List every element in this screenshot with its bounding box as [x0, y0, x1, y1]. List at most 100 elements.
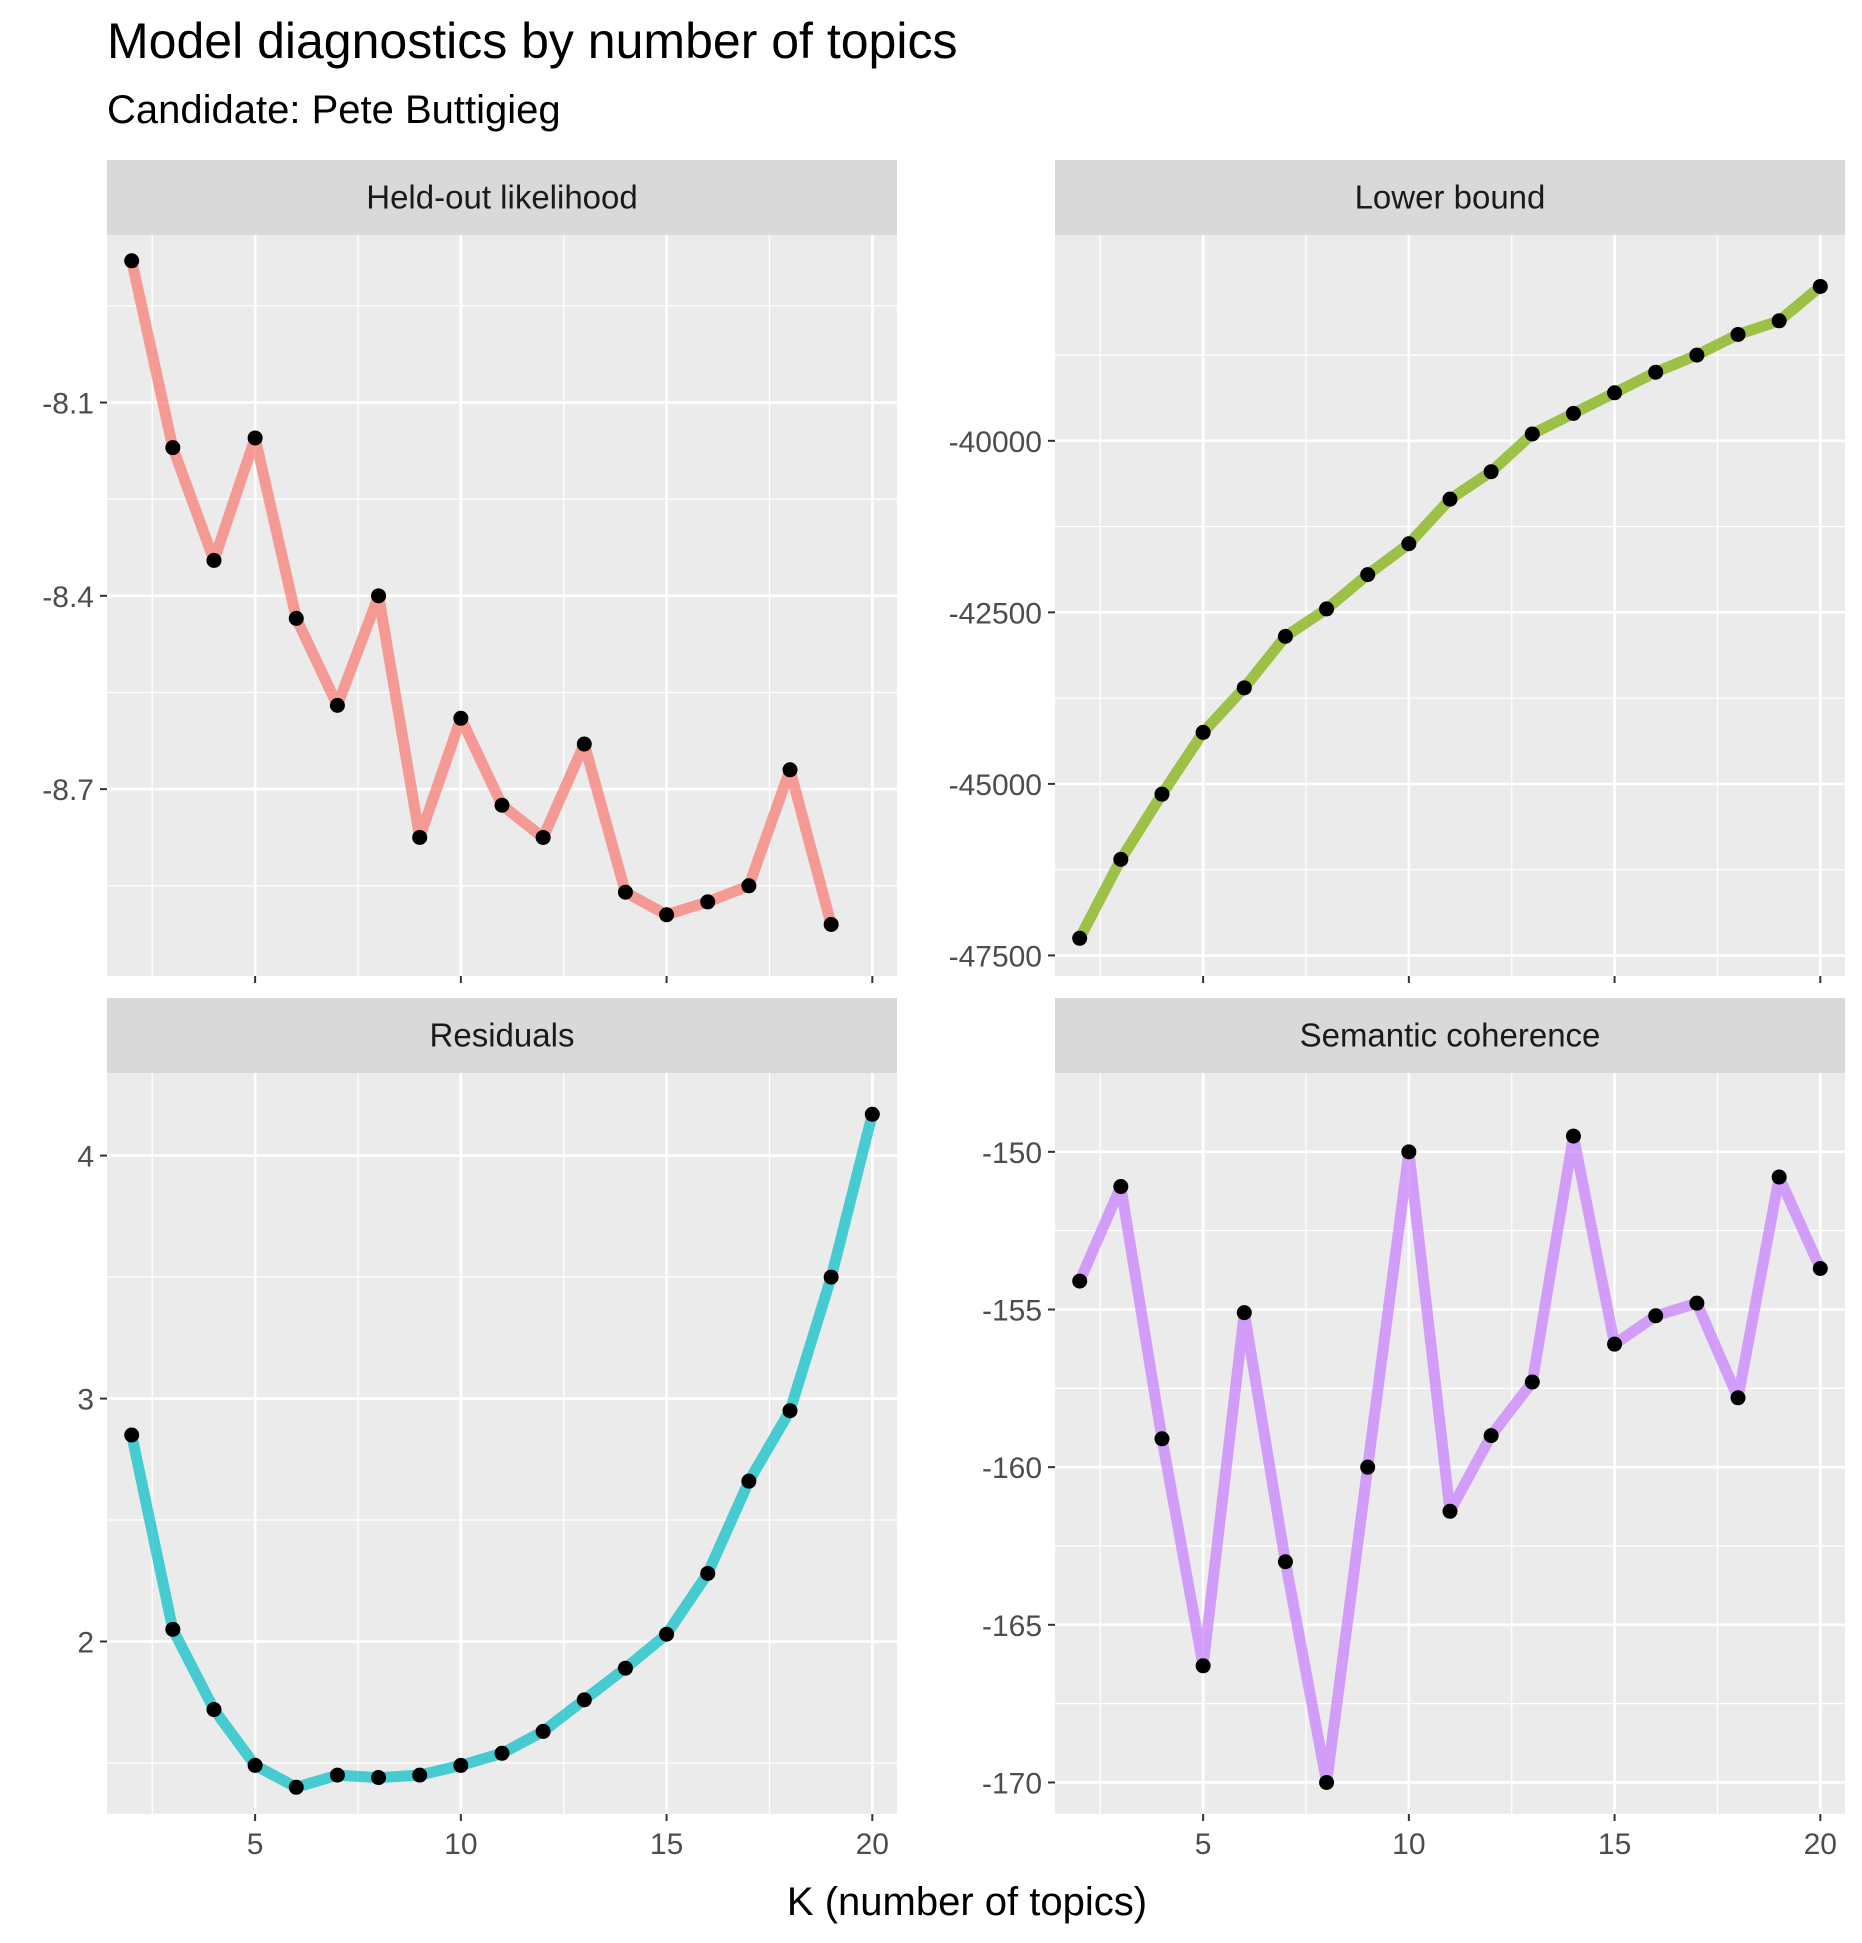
- data-point: [412, 1767, 428, 1783]
- data-point: [1319, 1774, 1335, 1790]
- data-point: [288, 610, 304, 626]
- facet-strip: [107, 998, 897, 1073]
- panel-background: [1055, 1073, 1845, 1814]
- data-point: [741, 878, 757, 894]
- data-point: [1442, 491, 1458, 507]
- y-tick-label: -150: [982, 1137, 1042, 1170]
- data-point: [206, 1702, 222, 1718]
- data-point: [206, 552, 222, 568]
- data-point: [288, 1779, 304, 1795]
- data-point: [453, 1757, 469, 1773]
- x-axis-title: K (number of topics): [787, 1880, 1147, 1924]
- data-point: [1154, 786, 1170, 802]
- x-tick-label: 15: [1598, 1828, 1631, 1861]
- data-point: [1812, 1260, 1828, 1276]
- data-point: [494, 797, 510, 813]
- data-point: [1072, 1273, 1088, 1289]
- facet-strip-label-semantic-coherence: Semantic coherence: [1300, 1017, 1601, 1054]
- data-point: [1771, 313, 1787, 329]
- data-point: [823, 916, 839, 932]
- chart-subtitle: Candidate: Pete Buttigieg: [107, 88, 561, 132]
- data-point: [1648, 1308, 1664, 1324]
- y-tick-label: -165: [982, 1610, 1042, 1643]
- facet-strip: [1055, 160, 1845, 235]
- y-tick-label: -45000: [949, 769, 1042, 802]
- facet-strip-label-held-out-likelihood: Held-out likelihood: [366, 179, 638, 216]
- data-point: [165, 1621, 181, 1637]
- y-tick-label: -160: [982, 1452, 1042, 1485]
- data-point: [535, 829, 551, 845]
- x-tick-label: 5: [1195, 1828, 1212, 1861]
- data-point: [1483, 1428, 1499, 1444]
- x-tick-label: 20: [1804, 1828, 1837, 1861]
- y-tick-label: -40000: [949, 426, 1042, 459]
- x-tick-label: 10: [444, 1828, 477, 1861]
- data-point: [617, 884, 633, 900]
- y-tick-label: -47500: [949, 940, 1042, 973]
- data-point: [1442, 1503, 1458, 1519]
- data-point: [1195, 1658, 1211, 1674]
- data-point: [1277, 1554, 1293, 1570]
- x-tick-label: 5: [247, 1828, 264, 1861]
- facet-strip: [1055, 998, 1845, 1073]
- facet-strip: [107, 160, 897, 235]
- data-point: [453, 710, 469, 726]
- y-tick-label: -155: [982, 1294, 1042, 1327]
- data-point: [494, 1745, 510, 1761]
- x-tick-label: 15: [650, 1828, 683, 1861]
- y-tick-label: -8.1: [42, 388, 94, 421]
- data-point: [576, 736, 592, 752]
- data-point: [1648, 364, 1664, 380]
- data-point: [782, 762, 798, 778]
- data-point: [1154, 1431, 1170, 1447]
- data-point: [1730, 1390, 1746, 1406]
- data-point: [659, 907, 675, 923]
- data-point: [659, 1626, 675, 1642]
- panel-background: [107, 1073, 897, 1814]
- data-point: [1607, 1336, 1623, 1352]
- data-point: [782, 1403, 798, 1419]
- x-tick-label: 10: [1392, 1828, 1425, 1861]
- data-point: [617, 1660, 633, 1676]
- data-point: [864, 1106, 880, 1122]
- facet-residuals: Residuals 2 3 4 5 10 15 20: [77, 998, 897, 1861]
- data-point: [1072, 930, 1088, 946]
- data-point: [1236, 1305, 1252, 1321]
- data-point: [1360, 567, 1376, 583]
- data-point: [329, 1767, 345, 1783]
- facet-lower-bound: Lower bound -40000 -42500 -45000 -47500: [949, 160, 1845, 983]
- data-point: [1607, 385, 1623, 401]
- x-tick-label: 20: [856, 1828, 889, 1861]
- data-point: [1401, 1144, 1417, 1160]
- data-point: [1483, 464, 1499, 480]
- data-point: [329, 697, 345, 713]
- data-point: [1524, 1374, 1540, 1390]
- data-point: [1236, 680, 1252, 696]
- y-tick-label: -8.4: [42, 581, 94, 614]
- y-tick-label: 2: [77, 1627, 94, 1660]
- data-point: [700, 894, 716, 910]
- data-point: [1689, 347, 1705, 363]
- y-tick-label: -42500: [949, 597, 1042, 630]
- data-point: [1524, 426, 1540, 442]
- data-point: [1689, 1295, 1705, 1311]
- y-tick-label: 4: [77, 1141, 94, 1174]
- data-point: [371, 588, 387, 604]
- data-point: [247, 430, 263, 446]
- facet-semantic-coherence: Semantic coherence -150 -155 -160 -165 -170 5 1…: [982, 998, 1845, 1861]
- panel-background: [1055, 235, 1845, 976]
- chart-title: Model diagnostics by number of topics: [107, 13, 958, 69]
- data-point: [412, 829, 428, 845]
- data-point: [535, 1723, 551, 1739]
- data-point: [1565, 1128, 1581, 1144]
- y-tick-label: -170: [982, 1767, 1042, 1800]
- panel-background: [107, 235, 897, 976]
- data-point: [576, 1692, 592, 1708]
- data-point: [823, 1269, 839, 1285]
- data-point: [741, 1473, 757, 1489]
- data-point: [1401, 536, 1417, 552]
- data-point: [124, 1427, 140, 1443]
- data-point: [1771, 1169, 1787, 1185]
- y-tick-label: -8.7: [42, 774, 94, 807]
